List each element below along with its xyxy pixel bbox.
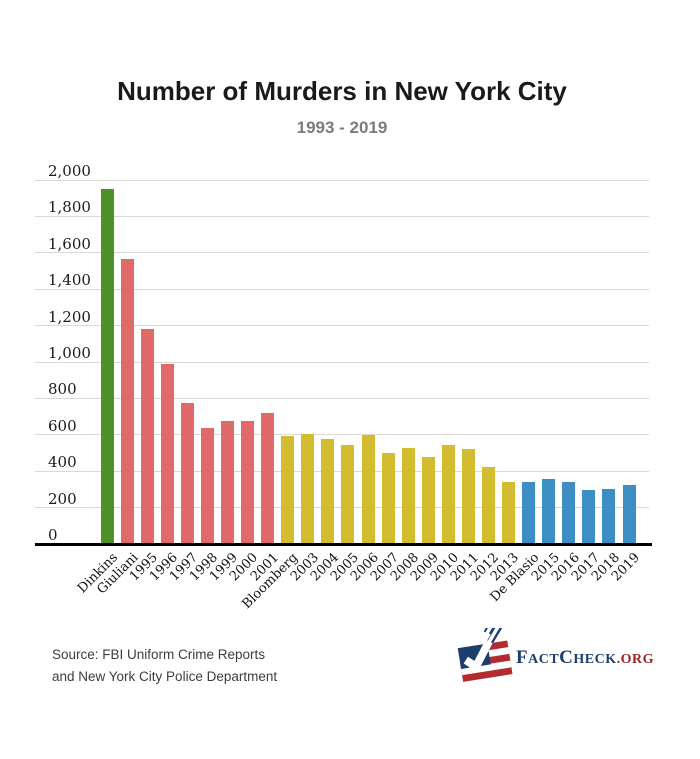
source-attribution: Source: FBI Uniform Crime Reports and Ne… [52,644,277,688]
bar-2012 [481,466,495,543]
logo-letter-group: ACT [528,652,560,667]
x-axis-line [35,543,652,546]
y-axis-tick-label-400: 400 [45,454,80,471]
y-axis-tick-label-1400: 1,400 [45,272,94,289]
bar-2019 [622,484,636,543]
y-axis-tick-label-0: 0 [45,527,61,543]
bar-2013 [502,482,516,543]
gridline-1800 [35,215,649,217]
bar-2015 [542,478,556,543]
bar-1999 [220,420,234,543]
chart-subtitle: 1993 - 2019 [296,118,388,137]
logo-letter-group: HECK [573,652,617,667]
chart-title: Number of Murders in New York City [117,76,567,106]
bar-2004 [321,439,335,543]
bar-2009 [421,457,435,543]
gridline-1000 [35,361,649,363]
bar-2000 [241,420,255,543]
factcheck-logo-text: FACTCHECK.ORG [516,647,654,669]
gridline-800 [35,397,649,399]
bar-dinkins [100,188,114,543]
source-line-2: and New York City Police Department [52,669,278,684]
logo-letter-group: C [559,647,574,668]
bar-1996 [160,364,174,543]
gridline-2000 [35,179,649,181]
y-axis-tick-label-2000: 2,000 [45,163,94,179]
gridline-1200 [35,325,649,327]
y-axis-tick-label-800: 800 [45,381,80,398]
bar-de-blasio [522,482,536,543]
gridline-1400 [35,288,649,290]
bar-2006 [361,434,375,543]
y-axis-tick-label-1000: 1,000 [45,345,94,361]
chart-plot-area: 0 200 400 600 800 1,000 1,200 1,400 1,600 1,800 2,… [35,163,652,612]
factcheck-flag-check-icon [457,628,513,682]
bar-2003 [301,434,315,543]
bar-bloomberg [281,436,295,543]
bar-2001 [261,413,275,543]
logo-letter-group: F [516,647,529,668]
bar-1998 [200,427,214,543]
bar-1997 [180,402,194,543]
bar-2011 [461,449,475,543]
bar-2017 [582,489,596,543]
gridline-600 [35,434,649,436]
bar-2007 [381,452,395,543]
y-axis-tick-label-1600: 1,600 [45,235,94,252]
factcheck-logo: FACTCHECK.ORG [456,626,656,686]
bar-2010 [441,445,455,543]
bar-giuliani [120,258,134,543]
y-axis-tick-label-200: 200 [45,490,80,507]
y-axis-tick-label-1800: 1,800 [45,199,94,216]
y-axis-tick-label-1200: 1,200 [45,308,94,325]
source-line-1: Source: FBI Uniform Crime Reports [52,647,266,662]
bar-2005 [341,444,355,543]
bar-2018 [602,489,616,543]
bar-2016 [562,482,576,543]
bar-1995 [140,328,154,543]
gridline-1600 [35,252,649,254]
y-axis-tick-label-600: 600 [45,417,80,434]
logo-letter-group: .ORG [616,652,655,667]
bar-2008 [401,447,415,543]
